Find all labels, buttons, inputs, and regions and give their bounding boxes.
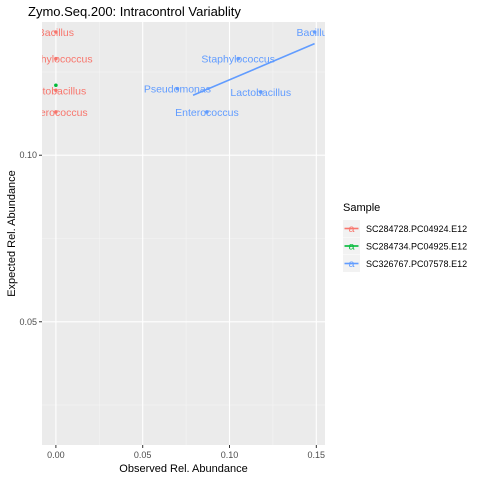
- data-point: [312, 30, 317, 34]
- data-point: [54, 30, 58, 34]
- x-axis-title: Observed Rel. Abundance: [119, 463, 247, 475]
- legend-title: Sample: [343, 202, 380, 214]
- y-tick-label: 0.05: [19, 317, 37, 327]
- legend-key-glyph: a: [349, 223, 355, 235]
- data-point: [258, 90, 263, 94]
- point-labels: Bacillus Staphylococcus Lactobacillus Enter…: [19, 27, 332, 119]
- grid-major: [42, 22, 325, 445]
- point-label: Pseudomonas: [144, 84, 211, 96]
- y-axis-title: Expected Rel. Abundance: [6, 170, 18, 297]
- point-label: Lactobacillus: [26, 85, 87, 97]
- legend-key-glyph: a: [349, 241, 355, 253]
- legend-label: SC284734.PC04925.E12: [366, 242, 467, 252]
- x-axis-ticks: 0.00 0.05 0.10 0.15: [47, 445, 325, 460]
- point-label: Enterococcus: [24, 107, 88, 119]
- point-label: Staphylococcus: [19, 54, 93, 66]
- x-tick-label: 0.05: [134, 450, 152, 460]
- data-point: [205, 110, 209, 114]
- point-label: Lactobacillus: [230, 87, 291, 99]
- legend-key-glyph: a: [349, 258, 355, 270]
- point-label: Bacillus: [296, 27, 332, 39]
- grid-minor: [42, 22, 325, 445]
- data-point: [54, 88, 58, 93]
- x-tick-label: 0.10: [221, 450, 239, 460]
- point-label: Enterococcus: [175, 107, 239, 119]
- legend-label: SC284728.PC04924.E12: [366, 224, 467, 234]
- plot-panel: [42, 22, 325, 445]
- x-tick-label: 0.00: [47, 450, 65, 460]
- legend: Sample a SC284728.PC04924.E12 a SC284734.PC…: [343, 202, 467, 272]
- data-point: [236, 56, 240, 61]
- x-tick-label: 0.15: [308, 450, 326, 460]
- chart-title: Zymo.Seq.200: Intracontrol Variablity: [28, 4, 241, 19]
- trend-lines: [192, 42, 315, 97]
- y-tick-label: 0.10: [19, 150, 37, 160]
- data-point: [54, 56, 58, 61]
- data-points: [54, 30, 317, 114]
- legend-keys: a SC284728.PC04924.E12 a SC284734.PC04925.E…: [343, 220, 467, 272]
- point-label: Staphylococcus: [201, 54, 275, 66]
- data-point: [54, 83, 58, 88]
- data-point: [54, 110, 58, 114]
- trend-line: [192, 42, 315, 97]
- legend-label: SC326767.PC07578.E12: [366, 259, 467, 269]
- data-point: [175, 86, 180, 91]
- y-axis-ticks: 0.05 0.10: [19, 150, 42, 327]
- point-label: Bacillus: [38, 27, 74, 39]
